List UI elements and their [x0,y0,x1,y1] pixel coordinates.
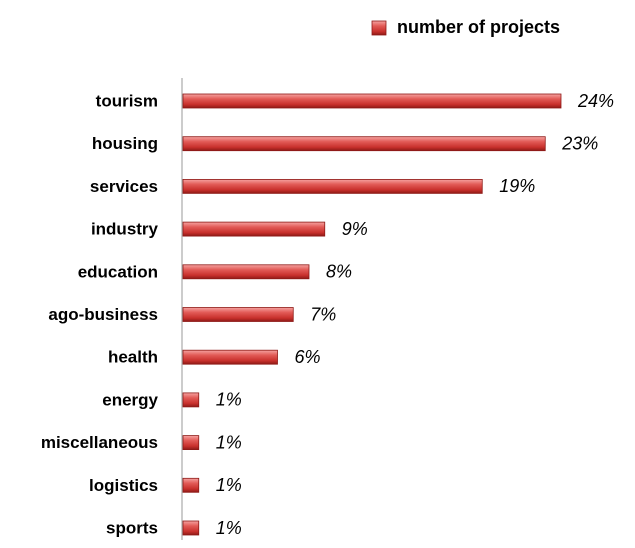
data-label: 1% [216,475,242,495]
data-label: 8% [326,262,352,282]
data-label: 1% [216,432,242,452]
data-label: 23% [561,133,598,153]
category-label: energy [102,390,158,409]
category-label: health [108,348,158,367]
category-label: miscellaneous [41,433,158,452]
data-label: 7% [310,304,336,324]
legend-marker [371,20,387,36]
category-label: sports [106,518,158,537]
data-label: 1% [216,518,242,538]
data-label: 24% [577,91,614,111]
bar [182,93,562,109]
category-label: industry [91,220,159,239]
data-label: 6% [295,347,321,367]
bar [182,221,326,237]
category-label: education [78,262,158,281]
bar [182,520,200,536]
bar [182,307,294,322]
legend-label: number of projects [397,17,560,37]
category-label: ago-business [48,305,158,324]
bar [182,349,278,365]
bar [182,178,483,194]
bar [182,264,310,280]
category-label: services [90,177,158,196]
category-label: housing [92,134,158,153]
data-label: 19% [499,176,535,196]
data-label: 1% [216,390,242,410]
bar [182,435,200,451]
category-label: logistics [89,476,158,495]
category-label: tourism [96,91,158,110]
bar [182,392,200,408]
data-label: 9% [342,219,368,239]
bar [182,136,546,152]
bar [182,477,200,493]
